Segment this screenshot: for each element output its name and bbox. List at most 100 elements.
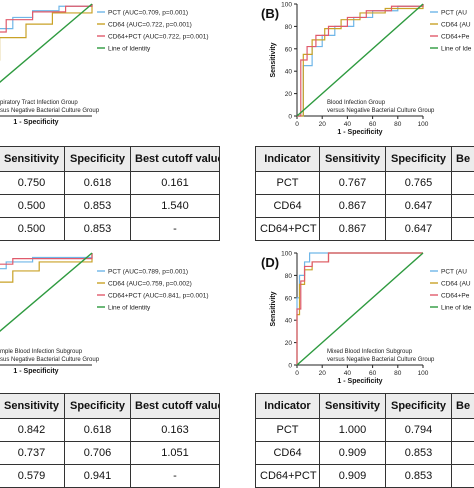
y-tick-label: 0 [288, 114, 292, 121]
table-c-header: Sensitivity [0, 394, 65, 419]
table-cell [452, 218, 474, 241]
chart-annotation: Mixed Blood Infection Subgroup [327, 349, 413, 355]
table-cell: 0.500 [0, 218, 65, 241]
chart-annotation: mple Blood Infection Subgroup [0, 349, 83, 355]
table-row: 0.750 0.618 0.161 [0, 172, 220, 195]
table-c-header: Specificity [65, 394, 131, 419]
table-cell: 0.941 [65, 465, 131, 488]
table-cell [452, 419, 474, 442]
y-tick-label: 80 [285, 24, 293, 31]
x-tick-label: 0 [295, 370, 299, 377]
table-cell [452, 465, 474, 488]
legend-entry: CD64+PCT (AUC=0.841, p=0.001) [108, 293, 209, 300]
y-tick-label: 100 [281, 251, 292, 258]
x-tick-label: 0 [295, 121, 299, 128]
y-axis-label: Sensitivity [270, 291, 277, 326]
table-d-header: Be [452, 394, 474, 419]
table-cell: 0.909 [320, 465, 386, 488]
table-cell [452, 172, 474, 195]
table-cell: 0.767 [320, 172, 386, 195]
legend-entry: Line of Ide [441, 46, 472, 53]
table-cell: PCT [256, 419, 320, 442]
legend-entry: PCT (AUC=0.709, p=0.001) [108, 10, 188, 17]
table-cell: 0.853 [65, 195, 131, 218]
x-axis-label: 1 - Specificity [13, 119, 58, 126]
table-cell: 0.500 [0, 195, 65, 218]
table-row: 0.500 0.853 - [0, 218, 220, 241]
table-cell: 0.647 [386, 218, 452, 241]
table-cell: 0.161 [131, 172, 220, 195]
table-cell: 0.647 [386, 195, 452, 218]
table-row: CD64 0.867 0.647 [256, 195, 474, 218]
chart-annotation: versus Negative Bacterial Culture Group [327, 108, 435, 114]
table-cell [452, 195, 474, 218]
legend-entry: CD64+Pe [441, 293, 470, 300]
legend-entry: Line of Identity [108, 305, 151, 312]
table-cell: 0.853 [65, 218, 131, 241]
table-row: PCT 0.767 0.765 [256, 172, 474, 195]
y-tick-label: 60 [285, 295, 293, 302]
table-row: 0.500 0.853 1.540 [0, 195, 220, 218]
y-tick-label: 80 [285, 273, 293, 280]
table-cell: 0.853 [386, 465, 452, 488]
x-tick-label: 40 [344, 121, 352, 128]
table-cell: 0.765 [386, 172, 452, 195]
table-cell: 1.000 [320, 419, 386, 442]
table-cell: - [131, 465, 220, 488]
table-cell: 0.867 [320, 195, 386, 218]
table-cell: CD64 [256, 195, 320, 218]
x-axis-label: 1 - Specificity [13, 368, 58, 375]
legend-entry: CD64 (AUC=0.759, p=0.002) [108, 281, 192, 288]
y-tick-label: 60 [285, 46, 293, 53]
table-b-header: Indicator [256, 147, 320, 172]
table-row: CD64+PCT 0.867 0.647 [256, 218, 474, 241]
legend-entry: CD64 (AU [441, 281, 471, 288]
table-cell: 1.051 [131, 442, 220, 465]
legend-entry: CD64 (AUC=0.722, p=0.001) [108, 22, 192, 29]
table-b: Indicator Sensitivity Specificity Be PCT… [255, 146, 474, 241]
table-cell: 0.163 [131, 419, 220, 442]
table-cell: 0.853 [386, 442, 452, 465]
y-tick-label: 40 [285, 318, 293, 325]
table-row: 0.842 0.618 0.163 [0, 419, 220, 442]
table-cell: 0.579 [0, 465, 65, 488]
chart-annotation: Blood Infection Group [327, 100, 386, 106]
legend-entry: CD64+PCT (AUC=0.722, p=0.001) [108, 34, 209, 41]
table-cell [452, 442, 474, 465]
x-tick-label: 80 [394, 121, 402, 128]
table-d-header: Sensitivity [320, 394, 386, 419]
table-a-header: Specificity [65, 147, 131, 172]
table-b-header: Specificity [386, 147, 452, 172]
legend-entry: CD64 (AU [441, 22, 471, 29]
legend-entry: Line of Identity [108, 46, 151, 53]
legend-entry: Line of Ide [441, 305, 472, 312]
y-tick-label: 100 [281, 2, 292, 9]
y-tick-label: 20 [285, 340, 293, 347]
legend-entry: PCT (AU [441, 269, 467, 276]
x-tick-label: 20 [319, 370, 327, 377]
table-cell: 0.618 [65, 419, 131, 442]
table-cell: 0.842 [0, 419, 65, 442]
table-cell: CD64 [256, 442, 320, 465]
table-cell: 0.706 [65, 442, 131, 465]
x-tick-label: 20 [319, 121, 327, 128]
y-tick-label: 40 [285, 69, 293, 76]
legend-entry: CD64+Pe [441, 34, 470, 41]
x-tick-label: 100 [418, 370, 429, 377]
legend-entry: PCT (AUC=0.789, p=0.001) [108, 269, 188, 276]
table-cell: 0.750 [0, 172, 65, 195]
table-cell: - [131, 218, 220, 241]
legend-entry: PCT (AU [441, 10, 467, 17]
table-a-header: Best cutoff value [131, 147, 220, 172]
table-row: CD64 0.909 0.853 [256, 442, 474, 465]
table-d-header: Indicator [256, 394, 320, 419]
table-cell: 0.867 [320, 218, 386, 241]
table-cell: 0.794 [386, 419, 452, 442]
table-b-header: Sensitivity [320, 147, 386, 172]
table-row: CD64+PCT 0.909 0.853 [256, 465, 474, 488]
table-cell: PCT [256, 172, 320, 195]
y-tick-label: 20 [285, 91, 293, 98]
table-cell: CD64+PCT [256, 218, 320, 241]
table-a: Sensitivity Specificity Best cutoff valu… [0, 146, 220, 241]
x-tick-label: 100 [418, 121, 429, 128]
